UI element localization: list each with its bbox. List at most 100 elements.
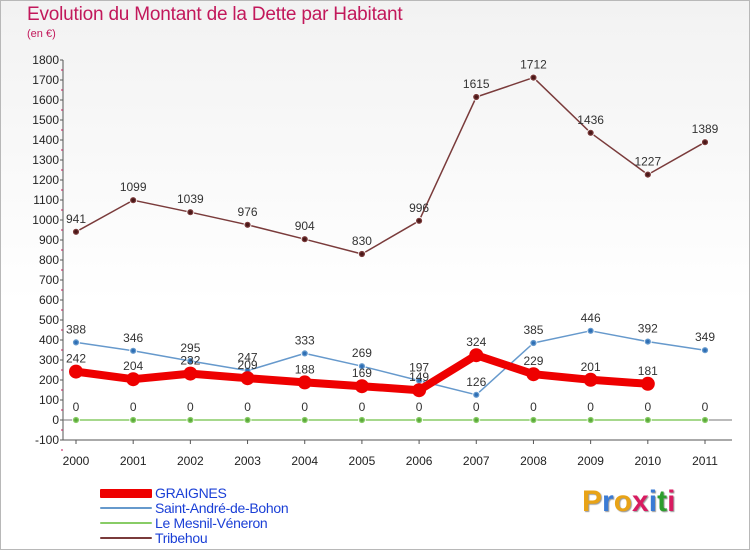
data-label: 0 bbox=[530, 400, 537, 414]
data-point bbox=[126, 372, 141, 387]
x-tick-label: 2010 bbox=[634, 454, 661, 468]
legend-swatch bbox=[100, 488, 152, 498]
data-label: 349 bbox=[695, 330, 715, 344]
legend-item: Saint-André-de-Bohon bbox=[100, 500, 289, 515]
data-point-core bbox=[703, 348, 707, 353]
data-point-core bbox=[531, 341, 536, 345]
legend-swatch bbox=[100, 537, 152, 540]
y-tick-label: 0 bbox=[52, 413, 59, 427]
y-tick-label: 1300 bbox=[32, 153, 59, 167]
data-point bbox=[526, 367, 541, 382]
data-label: 188 bbox=[295, 362, 315, 376]
x-tick-label: 2007 bbox=[463, 454, 490, 468]
legend-label: GRAIGNES bbox=[155, 484, 227, 501]
data-point-core bbox=[74, 340, 78, 345]
data-point bbox=[640, 376, 655, 391]
data-point-core bbox=[360, 252, 364, 256]
data-label: 229 bbox=[523, 354, 543, 368]
x-tick-label: 2006 bbox=[406, 454, 433, 468]
logo-letter: t bbox=[657, 485, 668, 518]
x-tick-label: 2002 bbox=[177, 454, 204, 468]
y-tick-label: 500 bbox=[39, 313, 59, 327]
y-tick-label: 100 bbox=[39, 393, 59, 407]
data-point-core bbox=[245, 223, 250, 227]
data-label: 149 bbox=[409, 370, 429, 384]
legend-label: Le Mesnil-Véneron bbox=[155, 514, 268, 531]
data-point-core bbox=[531, 75, 536, 80]
data-point bbox=[412, 383, 427, 398]
data-label: 0 bbox=[301, 400, 308, 414]
x-tick-label: 2000 bbox=[63, 454, 90, 468]
data-point-core bbox=[531, 418, 536, 422]
x-tick-label: 2008 bbox=[520, 454, 547, 468]
data-label: 1615 bbox=[463, 77, 490, 91]
data-point bbox=[183, 366, 198, 381]
data-point-core bbox=[703, 418, 707, 422]
x-tick-label: 2004 bbox=[291, 454, 318, 468]
data-label: 0 bbox=[359, 400, 366, 414]
data-label: 0 bbox=[702, 400, 709, 414]
data-point-core bbox=[474, 418, 479, 422]
data-label: 385 bbox=[523, 323, 543, 337]
proxiti-logo: Proxiti bbox=[582, 485, 675, 519]
legend-item: Le Mesnil-Véneron bbox=[100, 515, 288, 530]
data-point-core bbox=[245, 418, 250, 422]
data-label: 295 bbox=[180, 341, 200, 355]
data-label: 181 bbox=[638, 364, 658, 378]
data-point-core bbox=[131, 349, 135, 353]
y-tick-label: 300 bbox=[39, 353, 59, 367]
logo-letter: i bbox=[648, 485, 658, 518]
data-point bbox=[583, 372, 598, 387]
data-label: 1436 bbox=[577, 113, 604, 127]
logo-letter: P bbox=[582, 485, 603, 518]
data-point-core bbox=[588, 131, 593, 135]
logo-letter: i bbox=[667, 485, 676, 518]
series-line-1 bbox=[75, 330, 706, 396]
y-tick-label: 700 bbox=[39, 273, 59, 287]
y-tick-label: 900 bbox=[39, 233, 59, 247]
data-point-core bbox=[360, 364, 364, 369]
data-label: 1712 bbox=[520, 58, 547, 72]
data-label: 0 bbox=[244, 400, 251, 414]
data-label: 0 bbox=[130, 400, 137, 414]
data-point-core bbox=[302, 418, 307, 422]
legend-label: Tribehou bbox=[155, 529, 208, 546]
series-line-3 bbox=[75, 76, 706, 255]
legend-item: GRAIGNES bbox=[100, 485, 288, 500]
data-label: 1227 bbox=[634, 155, 661, 169]
logo-letter: x bbox=[632, 485, 649, 518]
data-point-core bbox=[131, 418, 135, 422]
data-label: 976 bbox=[238, 205, 258, 219]
x-tick-label: 2011 bbox=[692, 454, 718, 468]
data-point-core bbox=[646, 418, 650, 422]
data-point-core bbox=[417, 219, 421, 223]
data-point bbox=[354, 379, 369, 394]
legend-item: Tribehou bbox=[100, 530, 288, 545]
data-label: 0 bbox=[644, 400, 651, 414]
data-point bbox=[297, 375, 312, 390]
data-point bbox=[240, 371, 255, 386]
data-point-core bbox=[588, 418, 593, 422]
data-label: 1099 bbox=[120, 180, 147, 194]
data-label: 232 bbox=[180, 354, 200, 368]
y-tick-label: -100 bbox=[35, 433, 59, 447]
data-label: 201 bbox=[581, 360, 601, 374]
data-label: 830 bbox=[352, 234, 372, 248]
data-label: 0 bbox=[473, 400, 480, 414]
legend: GRAIGNES Saint-André-de-Bohon Le Mesnil-Vé… bbox=[100, 485, 289, 545]
y-tick-label: 1800 bbox=[32, 53, 59, 67]
data-label: 996 bbox=[409, 201, 429, 215]
data-label: 0 bbox=[416, 400, 423, 414]
data-point-core bbox=[302, 237, 307, 241]
y-tick-label: 400 bbox=[39, 333, 59, 347]
data-label: 941 bbox=[66, 212, 86, 226]
y-tick-label: 1100 bbox=[33, 193, 59, 207]
data-label: 1039 bbox=[177, 192, 204, 206]
data-point-core bbox=[646, 172, 650, 177]
y-tick-label: 200 bbox=[39, 373, 59, 387]
y-tick-label: 1400 bbox=[32, 133, 59, 147]
data-point-core bbox=[588, 329, 593, 333]
data-label: 392 bbox=[638, 322, 658, 336]
data-label: 446 bbox=[581, 311, 601, 325]
